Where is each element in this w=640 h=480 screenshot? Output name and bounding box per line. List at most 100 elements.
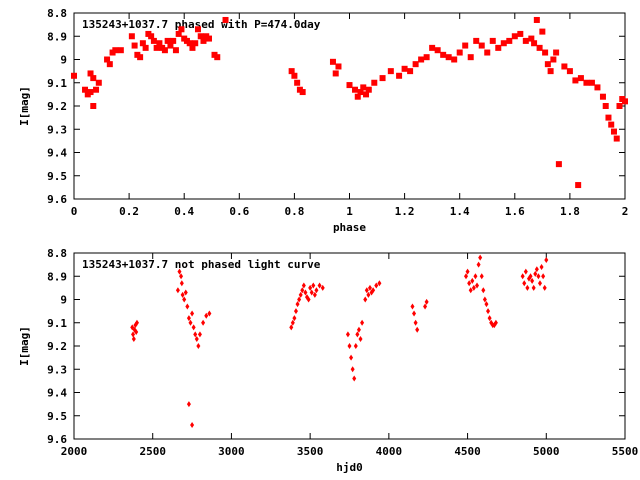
chart-title: 135243+1037.7 not phased light curve — [82, 258, 321, 271]
x-tick-label: 4000 — [376, 445, 403, 458]
data-point — [566, 68, 573, 75]
data-point — [191, 324, 196, 331]
data-point — [357, 89, 364, 96]
x-tick-label: 1 — [346, 205, 353, 218]
data-point — [185, 303, 190, 310]
y-tick-label: 9.2 — [47, 340, 67, 353]
data-point — [366, 291, 371, 298]
data-point — [583, 79, 590, 86]
data-point — [288, 68, 295, 75]
y-tick-label: 9.4 — [47, 147, 67, 160]
data-point — [473, 273, 478, 280]
data-point — [547, 68, 554, 75]
data-point — [193, 331, 198, 338]
y-tick-label: 9.6 — [47, 433, 67, 446]
data-point — [347, 343, 352, 349]
data-point — [301, 282, 306, 289]
data-point — [139, 40, 146, 47]
data-point — [410, 303, 415, 310]
data-point — [555, 161, 562, 168]
x-tick-label: 1.8 — [560, 205, 580, 218]
data-point — [175, 30, 182, 37]
x-tick-label: 2500 — [139, 445, 166, 458]
data-point — [363, 296, 368, 303]
data-point — [367, 284, 372, 291]
data-point — [407, 68, 414, 75]
data-point — [520, 273, 525, 280]
data-point — [622, 98, 628, 105]
data-point — [493, 319, 498, 326]
data-point — [412, 310, 417, 317]
data-point — [363, 91, 370, 98]
data-point — [90, 75, 97, 82]
data-point — [423, 303, 428, 310]
x-tick-label: 1.6 — [505, 205, 525, 218]
data-point — [148, 33, 155, 40]
data-point — [528, 35, 535, 42]
data-point — [467, 280, 472, 287]
x-axis-label: phase — [333, 221, 366, 234]
data-point — [320, 284, 325, 291]
data-point — [297, 296, 302, 303]
data-point — [192, 40, 199, 47]
data-point — [467, 54, 474, 61]
data-point — [476, 261, 481, 268]
data-point — [550, 56, 557, 63]
data-point — [153, 44, 160, 51]
data-point — [517, 30, 524, 37]
data-point — [207, 310, 212, 317]
data-point — [523, 268, 528, 275]
data-point — [487, 315, 492, 322]
y-tick-label: 8.9 — [47, 30, 67, 43]
x-tick-label: 2 — [622, 205, 629, 218]
y-tick-label: 9.3 — [47, 123, 67, 136]
data-point — [536, 273, 541, 280]
data-point — [156, 40, 163, 47]
data-point — [200, 37, 207, 44]
data-point — [93, 86, 100, 93]
data-point — [482, 296, 487, 303]
data-point — [481, 287, 486, 294]
y-tick-label: 8.8 — [47, 7, 67, 20]
data-point — [175, 287, 180, 294]
data-point — [539, 263, 544, 270]
y-tick-label: 9.3 — [47, 363, 67, 376]
data-point — [194, 336, 199, 343]
data-point — [345, 331, 350, 338]
data-point — [537, 280, 542, 287]
data-point — [365, 86, 372, 93]
data-point — [608, 121, 615, 128]
data-point — [561, 63, 568, 70]
data-point — [415, 326, 420, 333]
data-point — [533, 270, 538, 277]
data-point — [522, 280, 527, 287]
data-point — [186, 401, 191, 408]
data-point — [542, 284, 547, 291]
data-point — [291, 72, 298, 79]
x-tick-label: 1.4 — [450, 205, 470, 218]
data-point — [117, 47, 124, 54]
data-point — [440, 51, 447, 58]
data-point — [289, 324, 294, 331]
data-point — [500, 40, 507, 47]
data-point — [594, 84, 601, 91]
data-point — [164, 37, 171, 44]
data-point — [294, 79, 301, 86]
data-point — [309, 289, 314, 296]
data-point — [352, 86, 359, 93]
data-point — [182, 296, 187, 303]
data-point — [306, 296, 311, 303]
data-point — [495, 44, 502, 51]
data-point — [293, 308, 298, 315]
data-point — [314, 287, 319, 294]
data-point — [522, 37, 529, 44]
data-point — [602, 103, 609, 109]
data-point — [364, 287, 369, 294]
data-point — [167, 42, 174, 49]
data-point — [360, 84, 367, 91]
data-point — [412, 61, 419, 68]
data-point — [131, 42, 138, 49]
data-point — [177, 268, 182, 275]
y-tick-label: 9 — [60, 294, 67, 307]
y-axis-label: I[mag] — [18, 326, 31, 366]
